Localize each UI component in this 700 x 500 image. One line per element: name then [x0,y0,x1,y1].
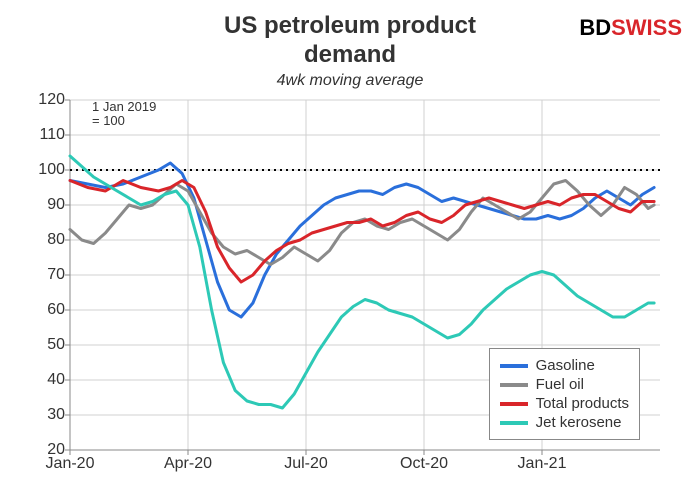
legend: Gasoline Fuel oil Total products Jet kerose… [489,348,640,440]
legend-swatch [500,364,528,368]
y-tick-label: 80 [47,231,65,249]
legend-swatch [500,402,528,406]
legend-label: Fuel oil [536,376,584,393]
chart-container: US petroleum product demand 4wk moving a… [0,0,700,500]
legend-swatch [500,383,528,387]
legend-label: Jet kerosene [536,414,622,431]
y-tick-label: 70 [47,266,65,284]
legend-label: Gasoline [536,357,595,374]
legend-item: Gasoline [500,357,629,374]
x-tick-label: Jan-21 [518,455,567,473]
legend-item: Fuel oil [500,376,629,393]
x-tick-label: Oct-20 [400,455,448,473]
x-tick-label: Apr-20 [164,455,212,473]
y-tick-label: 100 [38,161,65,179]
x-tick-label: Jul-20 [284,455,328,473]
y-tick-label: 90 [47,196,65,214]
y-tick-label: 110 [39,126,65,144]
y-tick-label: 60 [47,301,65,319]
x-tick-label: Jan-20 [46,455,95,473]
y-tick-label: 30 [47,406,65,424]
y-tick-label: 50 [47,336,65,354]
y-tick-label: 40 [47,371,65,389]
legend-swatch [500,421,528,425]
y-tick-label: 120 [38,91,65,109]
legend-item: Total products [500,395,629,412]
legend-label: Total products [536,395,629,412]
legend-item: Jet kerosene [500,414,629,431]
